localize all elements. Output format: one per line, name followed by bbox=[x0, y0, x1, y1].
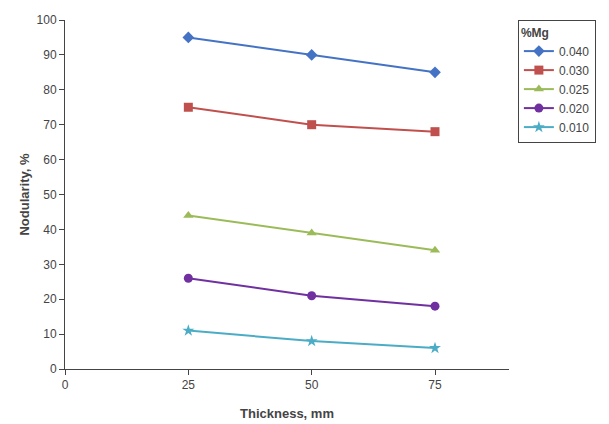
svg-text:%Mg: %Mg bbox=[521, 26, 549, 40]
svg-text:40: 40 bbox=[43, 223, 57, 237]
svg-text:25: 25 bbox=[182, 378, 196, 392]
svg-text:0: 0 bbox=[50, 362, 57, 376]
svg-text:0: 0 bbox=[62, 378, 69, 392]
svg-text:80: 80 bbox=[43, 83, 57, 97]
svg-text:50: 50 bbox=[43, 188, 57, 202]
svg-text:10: 10 bbox=[43, 327, 57, 341]
svg-text:100: 100 bbox=[37, 13, 57, 27]
svg-text:50: 50 bbox=[305, 378, 319, 392]
svg-text:0.020: 0.020 bbox=[559, 102, 589, 116]
svg-text:Nodularity, %: Nodularity, % bbox=[17, 153, 32, 236]
svg-text:30: 30 bbox=[43, 258, 57, 272]
svg-text:Thickness, mm: Thickness, mm bbox=[240, 406, 334, 421]
svg-text:0.030: 0.030 bbox=[559, 64, 589, 78]
svg-text:0.025: 0.025 bbox=[559, 83, 589, 97]
svg-text:20: 20 bbox=[43, 292, 57, 306]
svg-text:70: 70 bbox=[43, 118, 57, 132]
svg-text:90: 90 bbox=[43, 48, 57, 62]
svg-text:60: 60 bbox=[43, 153, 57, 167]
svg-text:0.040: 0.040 bbox=[559, 45, 589, 59]
svg-text:0.010: 0.010 bbox=[559, 121, 589, 135]
svg-text:75: 75 bbox=[428, 378, 442, 392]
